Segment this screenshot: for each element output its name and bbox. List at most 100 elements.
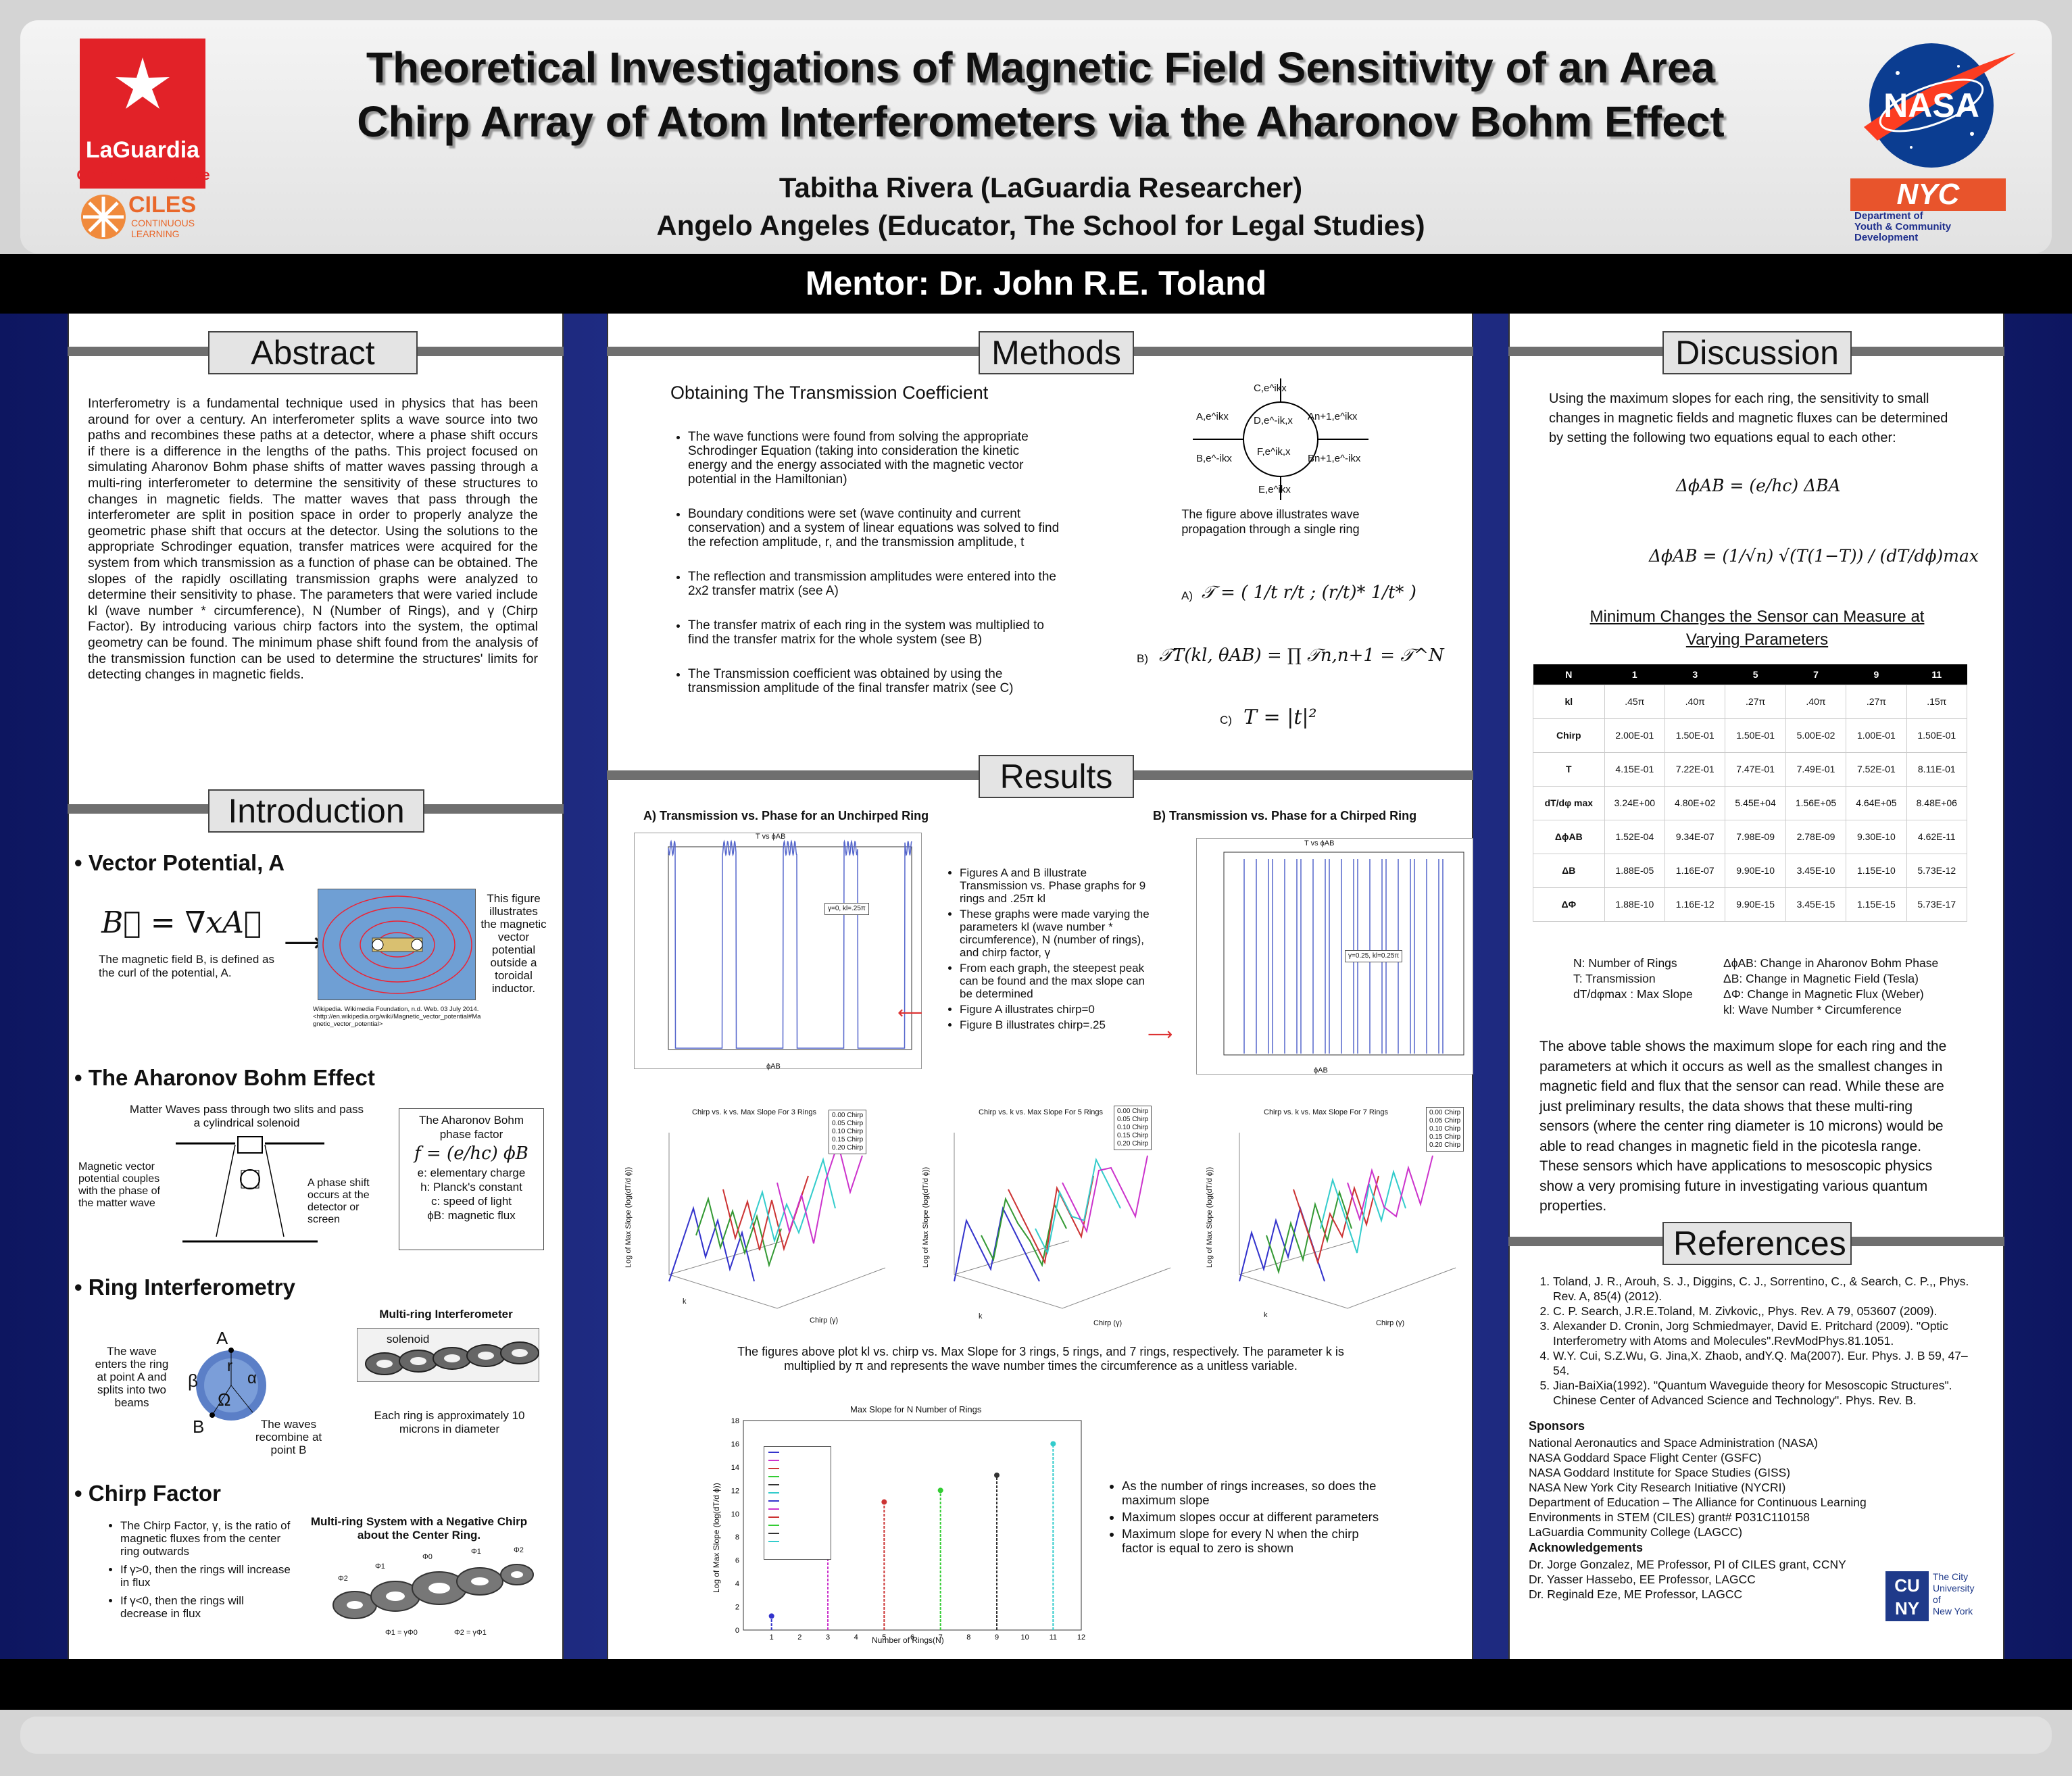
results-bullet: Figure A illustrates chirp=0: [960, 1003, 1157, 1016]
ciles-logo: CILES CONTINUOUS LEARNING: [80, 191, 208, 245]
legend-left-item: dT/dφmax : Max Slope: [1573, 987, 1693, 1001]
table-row: ΔΦ 1.88E-10 1.16E-12 9.90E-15 3.45E-15 1.15E-…: [1533, 887, 1968, 922]
table-header-cell: N: [1533, 664, 1605, 685]
multi-ring-figure: [357, 1328, 539, 1382]
legend-left-item: N: Number of Rings: [1573, 956, 1677, 970]
table-cell: 7.49E-01: [1785, 751, 1847, 787]
maxslope-y-tick: 4: [735, 1580, 739, 1588]
footer-strip: [20, 1717, 2052, 1754]
maxslope-y-tick: 0: [735, 1627, 739, 1635]
table-cell: 9.90E-10: [1725, 853, 1786, 888]
legend-item: 0.00 Chirp: [832, 1112, 864, 1119]
aharonov-bohm-slits-icon: [176, 1136, 324, 1243]
chart3d-series-line: [1266, 1189, 1352, 1275]
laguardia-star-icon: [116, 57, 170, 109]
poster-title: Theoretical Investigations of Magnetic F…: [203, 41, 1879, 149]
ab-box-h: h: Planck's constant: [420, 1181, 522, 1193]
ring-diagram: [177, 1331, 285, 1439]
eq-c-label: C): [1220, 714, 1232, 726]
table-cell: 5.73E-17: [1906, 887, 1968, 922]
maxslope-xlabel: Number of Rings(N): [872, 1635, 944, 1645]
discussion-eq2: ΔϕAB = (1/√n) √(T(1−T)) / (dT/dϕ)max: [1649, 546, 1979, 566]
table-cell: .15π: [1906, 684, 1968, 719]
table-cell: 1.52E-04: [1604, 819, 1666, 854]
chart3d-ylabel-5: Chirp (γ): [1093, 1319, 1123, 1327]
header-banner: [20, 20, 2052, 253]
toroid-field-figure: [318, 889, 476, 1000]
cuny-text-4: New York: [1933, 1606, 1973, 1617]
chart3d-caption: The figures above plot kl vs. chirp vs. …: [737, 1345, 1344, 1373]
maxslope-title: Max Slope for N Number of Rings: [850, 1404, 982, 1414]
sensitivity-table: N 1 3 5 7 9 11 kl .45π .40π .27π .40π .27π .15…: [1533, 664, 1968, 922]
legend-right-item: kl: Wave Number * Circumference: [1723, 1003, 1902, 1016]
fig-b-axes: [1223, 852, 1464, 1056]
chart3d-zlabel-3: Log of Max Slope (log(dT/d ϕ)): [624, 1166, 633, 1268]
maxslope-x-tick: 3: [826, 1633, 830, 1642]
chart3d-series-line: [1062, 1155, 1148, 1234]
abstract-text: Interferometry is a fundamental techniqu…: [88, 396, 538, 683]
maxslope-bullet: Maximum slopes occur at different parame…: [1122, 1510, 1387, 1524]
chart3d-axes: [954, 1133, 1171, 1309]
table-cell: 1.56E+05: [1785, 785, 1847, 820]
ri-label-beta: β: [188, 1371, 198, 1391]
chart3d-7-rings: [1199, 1106, 1469, 1329]
chart3d-3-rings-plot: [668, 1133, 886, 1309]
maxslope-ylabel: Log of Max Slope (log(dT/d ϕ)): [712, 1483, 721, 1593]
title-line-2: Chirp Array of Atom Interferometers via …: [357, 97, 1725, 146]
table-row: kl .45π .40π .27π .40π .27π .15π: [1533, 684, 1968, 719]
table-header-row: N 1 3 5 7 9 11: [1533, 664, 1967, 685]
single-ring-diagram: [1193, 378, 1368, 500]
sponsor-item: Department of Education – The Alliance f…: [1529, 1496, 1867, 1509]
cuny-text-2: University: [1933, 1583, 1975, 1594]
ring-interferometer-icon: [196, 1348, 266, 1421]
table-cell: 8.11E-01: [1906, 751, 1968, 787]
legend-item: 0.20 Chirp: [1429, 1141, 1461, 1149]
sponsor-item: NASA Goddard Space Flight Center (GSFC): [1529, 1451, 1762, 1464]
nasa-logo-text: NASA: [1883, 87, 1979, 124]
table-cell: 1.88E-05: [1604, 853, 1666, 888]
table-cell: 1.16E-07: [1664, 853, 1726, 888]
references-list: Toland, J. R., Arouh, S. J., Diggins, C.…: [1542, 1274, 1981, 1408]
table-legend-right: ΔϕAB: Change in Aharonov Bohm Phase ΔB: …: [1723, 956, 1938, 1018]
chart3d-3-rings: [628, 1106, 899, 1329]
methods-bullet: The transfer matrix of each ring in the …: [688, 618, 1061, 647]
table-row: T 4.15E-01 7.22E-01 7.47E-01 7.49E-01 7.52E-0…: [1533, 751, 1968, 787]
legend-item: 0.05 Chirp: [1117, 1116, 1149, 1123]
ring-label-an1: An+1,e^ikx: [1308, 411, 1358, 422]
discussion-eq1: ΔϕAB = (e/hc) ΔBA: [1676, 476, 1841, 495]
ri-label-a: A: [216, 1328, 228, 1348]
table-cell: 1.15E-10: [1846, 853, 1907, 888]
eq-b-label: B): [1137, 652, 1148, 665]
methods-subtitle: Obtaining The Transmission Coefficient: [670, 383, 989, 403]
vp-title-text: Vector Potential, A: [88, 850, 285, 875]
ring-label-b: B,e^-ikx: [1196, 453, 1232, 464]
toroid-field-lines-icon: [322, 895, 472, 994]
cf-title: • Chirp Factor: [74, 1481, 221, 1506]
nasa-meatball-icon: NASA: [1864, 43, 2016, 168]
nyc-logo-sub1: Department of: [1854, 210, 1923, 222]
cf-label-phi0: Φ0: [422, 1553, 433, 1561]
table-cell: .40π: [1664, 684, 1726, 719]
fig-a-plot: [634, 833, 922, 1069]
cf-fig-title: Multi-ring System with a Negative Chirp …: [310, 1515, 528, 1541]
mr-title: Multi-ring Interferometer: [379, 1308, 513, 1321]
table-cell: 1.50E-01: [1664, 718, 1726, 753]
cf-bottom-1: Φ1 = γΦ0: [385, 1629, 418, 1637]
chart3d-title-3: Chirp vs. k vs. Max Slope For 3 Rings: [692, 1108, 817, 1116]
abstract-heading: Abstract: [208, 331, 418, 374]
maxslope-bullet: As the number of rings increases, so doe…: [1122, 1479, 1387, 1507]
reference-item: Toland, J. R., Arouh, S. J., Diggins, C.…: [1553, 1274, 1981, 1304]
ring-label-c: C,e^ikx: [1254, 383, 1287, 394]
arrow-left-icon: ⟵: [897, 1002, 923, 1022]
maxslope-x-tick: 11: [1050, 1633, 1057, 1642]
chart3d-ylabel-3: Chirp (γ): [810, 1316, 839, 1325]
table-cell: 4.62E-11: [1906, 819, 1968, 854]
legend-item: 0.00 Chirp: [1117, 1108, 1149, 1115]
ring-label-d: D,e^-ik,x: [1254, 415, 1293, 426]
ab-box-eq: f = (e/hc) ϕB: [414, 1143, 528, 1164]
chart3d-5-rings: [914, 1106, 1184, 1329]
cf-label-phi2-right: Φ2: [514, 1546, 524, 1554]
vp-equation: B⃗ = ∇xA⃗: [101, 906, 262, 940]
ab-box-e: e: elementary charge: [417, 1166, 526, 1179]
